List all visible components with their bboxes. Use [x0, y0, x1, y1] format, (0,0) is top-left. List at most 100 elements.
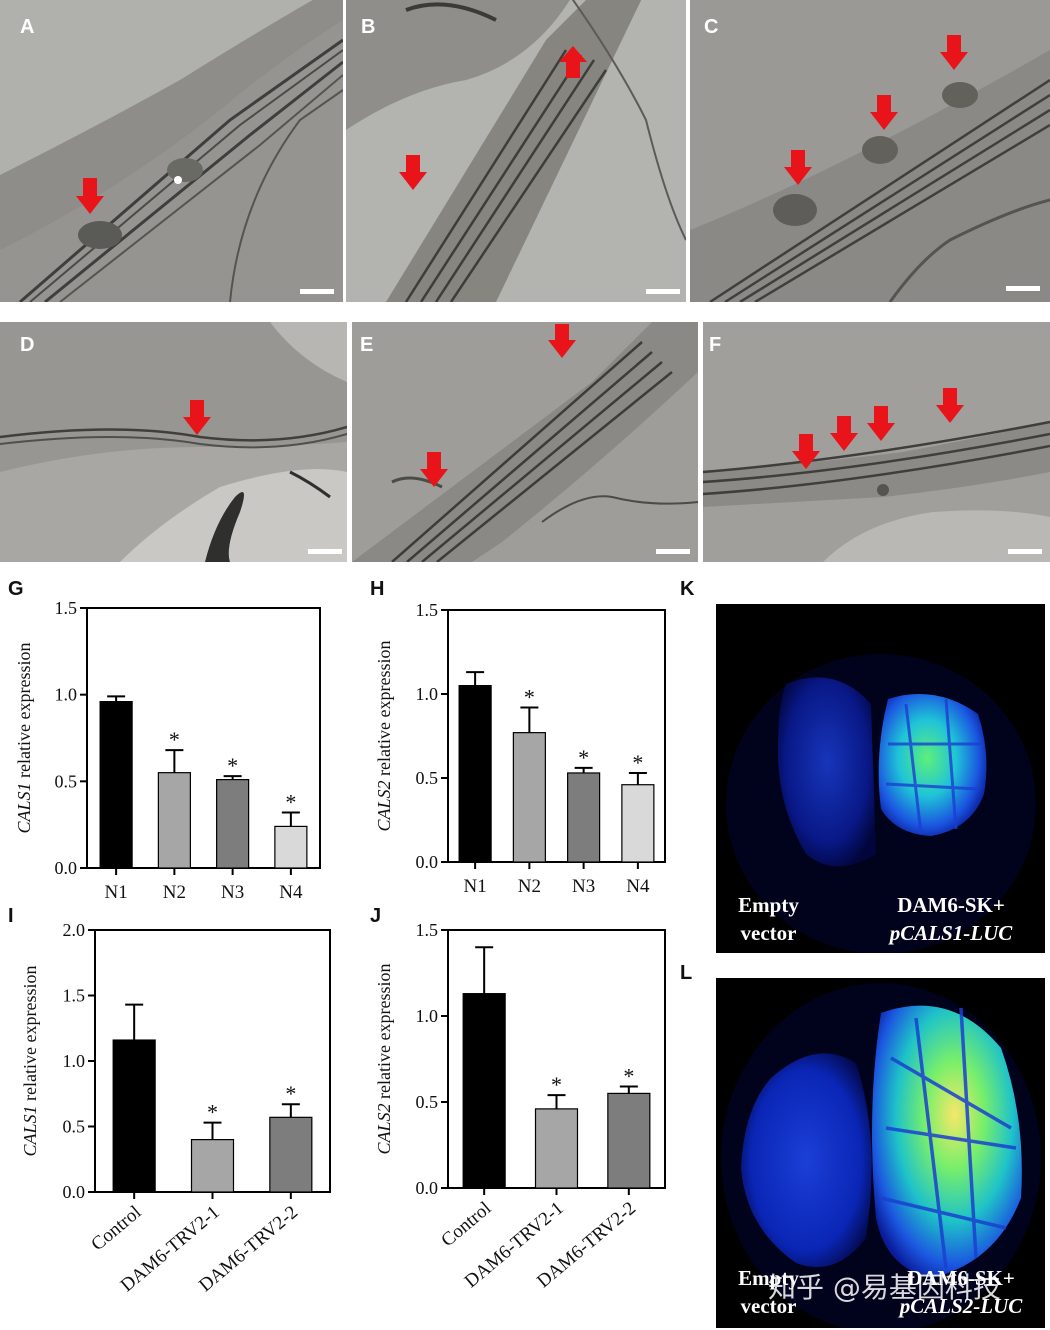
panel-label-b: B	[361, 16, 376, 38]
chart-g-ylabel: CALS1 relative expression	[14, 643, 34, 834]
scale-bar-e	[656, 549, 690, 554]
panel-label-j: J	[370, 905, 382, 927]
scale-bar-c	[1006, 286, 1040, 291]
chart-i-ytick-label-2: 1.0	[63, 1051, 86, 1071]
em-panel-a: A	[0, 0, 343, 302]
chart-h-bar-0	[458, 684, 492, 863]
chart-j-ylabel: CALS2 relative expression	[374, 964, 394, 1155]
watermark-text: 知乎 @易基因科技	[768, 1271, 1001, 1304]
chart-h-ytick-label-2: 1.0	[416, 684, 439, 704]
luc-l-right-line2: pCALS2-LUC	[899, 1294, 1023, 1318]
chart-h-sig-2: *	[578, 745, 589, 770]
chart-h-bar-2	[567, 772, 601, 863]
chart-g-sig-1: *	[169, 727, 180, 752]
chart-h-ytick-label-0: 0.0	[416, 852, 439, 872]
panel-label-e: E	[360, 334, 374, 356]
luc-k-right-line1: DAM6-SK+	[897, 893, 1005, 917]
chart-g-bar-3	[274, 825, 308, 869]
chart-h-ytick-label-3: 1.5	[416, 600, 439, 620]
panel-label-a: A	[20, 16, 35, 38]
luc-k-left-line1: Empty	[738, 893, 799, 917]
chart-h-xtick-label-3: N4	[626, 876, 650, 897]
red-arrow-d	[183, 400, 211, 435]
chart-h-ytick-label-1: 0.5	[416, 768, 439, 788]
luc-panel-l: Empty vector DAM6-SK+ pCALS2-LUC	[716, 978, 1045, 1328]
luc-image-l	[716, 978, 1045, 1328]
chart-i-svg: 0.0 0.5 1.0 1.5 2.0 CALS1 relative expression…	[20, 920, 331, 1296]
chart-h-ylabel: CALS2 relative expression	[374, 641, 394, 832]
luc-k-left-line2: vector	[740, 921, 797, 945]
em-panel-d: D	[0, 322, 347, 562]
panel-label-d: D	[20, 334, 35, 356]
chart-h-svg: 0.0 0.5 1.0 1.5 CALS2 relative expression N1 *…	[374, 600, 666, 897]
chart-g-sig-3: *	[285, 790, 296, 815]
chart-g-xtick-label-1: N2	[163, 882, 186, 900]
chart-i-bar-1	[190, 1139, 235, 1193]
luc-k-right-caption: DAM6-SK+ pCALS1-LUC	[876, 891, 1026, 947]
chart-h: 0.0 0.5 1.0 1.5 CALS2 relative expression N1 *…	[360, 600, 680, 900]
luc-image-k	[716, 604, 1045, 953]
luc-l-left-line1: Empty	[738, 1266, 799, 1290]
scale-bar-f	[1008, 549, 1042, 554]
panel-label-h: H	[370, 578, 385, 600]
chart-i-bar-0	[112, 1039, 156, 1193]
chart-j-ytick-label-3: 1.5	[416, 920, 439, 940]
scale-bar-d	[308, 549, 342, 554]
panel-label-l: L	[680, 962, 693, 984]
panel-label-f: F	[709, 334, 722, 356]
chart-i-ytick-label-1: 0.5	[63, 1117, 86, 1137]
em-image-e	[352, 322, 698, 562]
panel-label-i: I	[8, 905, 14, 927]
chart-i-ylabel: CALS1 relative expression	[20, 966, 40, 1157]
em-image-d	[0, 322, 347, 562]
chart-g-ytick-label-1: 0.5	[55, 771, 78, 791]
scale-bar-a	[300, 289, 334, 294]
chart-h-bar-3	[621, 784, 655, 863]
chart-g: 0.0 0.5 1.0 1.5 CALS1 relative expression N1 *…	[0, 600, 340, 900]
em-panel-e: E	[352, 322, 698, 562]
chart-h-xtick-label-1: N2	[518, 876, 541, 897]
panel-label-g: G	[8, 578, 24, 600]
panel-label-c: C	[704, 16, 719, 38]
chart-i-ytick-label-0: 0.0	[63, 1182, 86, 1202]
chart-j-ytick-label-1: 0.5	[416, 1092, 439, 1112]
chart-g-bar-1	[157, 772, 191, 869]
chart-h-xtick-label-2: N3	[572, 876, 595, 897]
chart-i-sig-1: *	[207, 1100, 218, 1125]
red-arrows-e	[420, 324, 576, 487]
chart-h-sig-3: *	[632, 750, 643, 775]
chart-i-ytick-label-3: 1.5	[63, 986, 86, 1006]
em-panel-b: B	[346, 0, 686, 302]
chart-j-ytick-label-0: 0.0	[416, 1178, 439, 1198]
chart-g-xtick-label-2: N3	[221, 882, 244, 900]
chart-j-svg: 0.0 0.5 1.0 1.5 CALS2 relative expression Con…	[374, 920, 666, 1292]
panel-label-k: K	[680, 578, 695, 600]
chart-j-sig-1: *	[551, 1072, 562, 1097]
luc-l-left-caption: Empty vector	[721, 1264, 816, 1320]
em-image-f	[703, 322, 1050, 562]
chart-j-xtick-label-0: Control	[437, 1198, 495, 1251]
chart-g-ytick-label-2: 1.0	[55, 685, 78, 705]
luc-k-right-line2: pCALS1-LUC	[889, 921, 1013, 945]
luc-l-right-caption: DAM6-SK+ pCALS2-LUC	[881, 1264, 1041, 1320]
chart-i: 0.0 0.5 1.0 1.5 2.0 CALS1 relative expression…	[0, 920, 350, 1330]
chart-g-xtick-label-0: N1	[105, 882, 128, 900]
chart-h-sig-1: *	[524, 684, 535, 709]
red-arrows-c	[784, 35, 968, 185]
luc-k-left-caption: Empty vector	[721, 891, 816, 947]
chart-j-sig-2: *	[623, 1064, 634, 1089]
scale-bar-b	[646, 289, 680, 294]
luc-panel-k: Empty vector DAM6-SK+ pCALS1-LUC	[716, 604, 1045, 953]
chart-j-bar-2	[607, 1092, 651, 1189]
chart-g-frame	[86, 607, 321, 869]
chart-j: 0.0 0.5 1.0 1.5 CALS2 relative expression Con…	[360, 920, 680, 1330]
luc-l-left-line2: vector	[740, 1294, 797, 1318]
red-arrows-b	[399, 46, 587, 190]
luc-l-right-line1: DAM6-SK+	[907, 1266, 1015, 1290]
red-arrows-f	[792, 388, 964, 469]
chart-j-ytick-label-2: 1.0	[416, 1006, 439, 1026]
chart-i-xtick-label-0: Control	[87, 1202, 145, 1255]
em-image-a	[0, 0, 343, 302]
chart-i-sig-2: *	[285, 1081, 296, 1106]
em-image-c	[690, 0, 1050, 302]
